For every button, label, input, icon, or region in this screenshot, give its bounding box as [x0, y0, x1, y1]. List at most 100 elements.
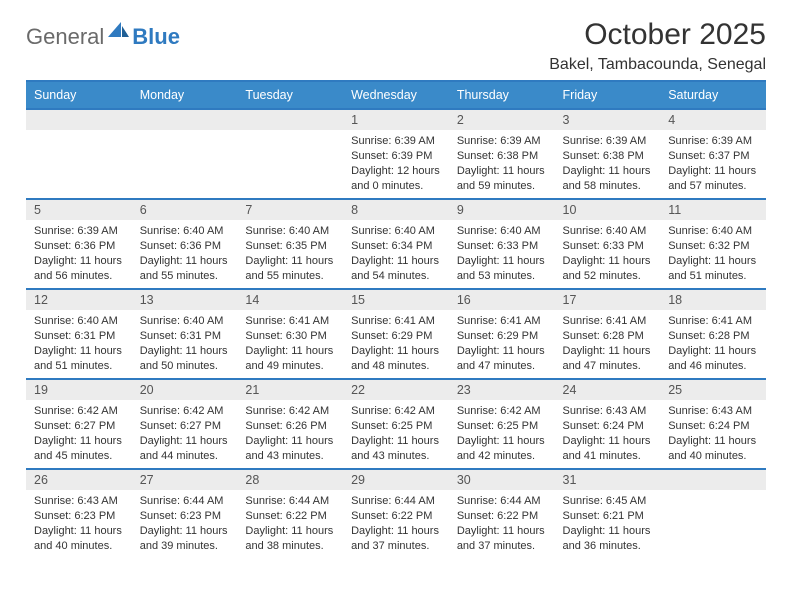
calendar-day-cell: 8Sunrise: 6:40 AMSunset: 6:34 PMDaylight…	[343, 199, 449, 289]
sunset-line: Sunset: 6:27 PM	[140, 419, 230, 434]
sunset-line: Sunset: 6:29 PM	[457, 329, 547, 344]
sunset-line: Sunset: 6:25 PM	[457, 419, 547, 434]
day-details: Sunrise: 6:40 AMSunset: 6:32 PMDaylight:…	[660, 220, 766, 287]
daylight-line: Daylight: 11 hours and 54 minutes.	[351, 254, 441, 284]
daylight-line: Daylight: 11 hours and 40 minutes.	[34, 524, 124, 554]
day-number: 14	[237, 290, 343, 310]
calendar-week-row: 12Sunrise: 6:40 AMSunset: 6:31 PMDayligh…	[26, 289, 766, 379]
sunrise-line: Sunrise: 6:44 AM	[245, 494, 335, 509]
calendar-day-cell: 23Sunrise: 6:42 AMSunset: 6:25 PMDayligh…	[449, 379, 555, 469]
daylight-line: Daylight: 11 hours and 51 minutes.	[34, 344, 124, 374]
calendar-day-cell: 15Sunrise: 6:41 AMSunset: 6:29 PMDayligh…	[343, 289, 449, 379]
day-number: 12	[26, 290, 132, 310]
day-header: Thursday	[449, 81, 555, 109]
daylight-line: Daylight: 11 hours and 37 minutes.	[457, 524, 547, 554]
day-number: 28	[237, 470, 343, 490]
calendar-day-cell	[237, 109, 343, 199]
sunrise-line: Sunrise: 6:40 AM	[563, 224, 653, 239]
sunrise-line: Sunrise: 6:41 AM	[563, 314, 653, 329]
sunset-line: Sunset: 6:21 PM	[563, 509, 653, 524]
day-number: 1	[343, 110, 449, 130]
day-details: Sunrise: 6:41 AMSunset: 6:30 PMDaylight:…	[237, 310, 343, 377]
day-details: Sunrise: 6:43 AMSunset: 6:24 PMDaylight:…	[555, 400, 661, 467]
day-number: 15	[343, 290, 449, 310]
sunset-line: Sunset: 6:24 PM	[563, 419, 653, 434]
day-number: 6	[132, 200, 238, 220]
sunrise-line: Sunrise: 6:41 AM	[245, 314, 335, 329]
day-header: Friday	[555, 81, 661, 109]
day-number: 10	[555, 200, 661, 220]
day-number: 26	[26, 470, 132, 490]
daylight-line: Daylight: 11 hours and 45 minutes.	[34, 434, 124, 464]
sunset-line: Sunset: 6:37 PM	[668, 149, 758, 164]
day-number: 13	[132, 290, 238, 310]
day-header: Wednesday	[343, 81, 449, 109]
location: Bakel, Tambacounda, Senegal	[549, 56, 766, 74]
calendar-day-cell: 21Sunrise: 6:42 AMSunset: 6:26 PMDayligh…	[237, 379, 343, 469]
day-number: 24	[555, 380, 661, 400]
day-number: 22	[343, 380, 449, 400]
day-details: Sunrise: 6:39 AMSunset: 6:38 PMDaylight:…	[555, 130, 661, 197]
logo-text-blue: Blue	[132, 24, 180, 50]
day-details: Sunrise: 6:42 AMSunset: 6:26 PMDaylight:…	[237, 400, 343, 467]
day-details: Sunrise: 6:42 AMSunset: 6:25 PMDaylight:…	[449, 400, 555, 467]
day-number: 3	[555, 110, 661, 130]
calendar-day-cell: 28Sunrise: 6:44 AMSunset: 6:22 PMDayligh…	[237, 469, 343, 559]
day-number: 17	[555, 290, 661, 310]
day-details: Sunrise: 6:39 AMSunset: 6:36 PMDaylight:…	[26, 220, 132, 287]
day-number-empty	[660, 470, 766, 490]
sunset-line: Sunset: 6:22 PM	[351, 509, 441, 524]
day-number: 20	[132, 380, 238, 400]
sunrise-line: Sunrise: 6:41 AM	[457, 314, 547, 329]
sunset-line: Sunset: 6:30 PM	[245, 329, 335, 344]
calendar-day-cell: 24Sunrise: 6:43 AMSunset: 6:24 PMDayligh…	[555, 379, 661, 469]
sunrise-line: Sunrise: 6:44 AM	[351, 494, 441, 509]
sunrise-line: Sunrise: 6:41 AM	[668, 314, 758, 329]
calendar-day-cell: 16Sunrise: 6:41 AMSunset: 6:29 PMDayligh…	[449, 289, 555, 379]
calendar-day-cell: 12Sunrise: 6:40 AMSunset: 6:31 PMDayligh…	[26, 289, 132, 379]
calendar-day-cell: 3Sunrise: 6:39 AMSunset: 6:38 PMDaylight…	[555, 109, 661, 199]
sunrise-line: Sunrise: 6:43 AM	[563, 404, 653, 419]
daylight-line: Daylight: 11 hours and 46 minutes.	[668, 344, 758, 374]
daylight-line: Daylight: 11 hours and 47 minutes.	[457, 344, 547, 374]
sunset-line: Sunset: 6:31 PM	[34, 329, 124, 344]
day-number: 18	[660, 290, 766, 310]
calendar-day-cell: 10Sunrise: 6:40 AMSunset: 6:33 PMDayligh…	[555, 199, 661, 289]
calendar-week-row: 26Sunrise: 6:43 AMSunset: 6:23 PMDayligh…	[26, 469, 766, 559]
day-details: Sunrise: 6:41 AMSunset: 6:29 PMDaylight:…	[343, 310, 449, 377]
calendar-day-cell: 19Sunrise: 6:42 AMSunset: 6:27 PMDayligh…	[26, 379, 132, 469]
sunrise-line: Sunrise: 6:39 AM	[457, 134, 547, 149]
calendar-day-cell: 1Sunrise: 6:39 AMSunset: 6:39 PMDaylight…	[343, 109, 449, 199]
daylight-line: Daylight: 11 hours and 58 minutes.	[563, 164, 653, 194]
sunset-line: Sunset: 6:25 PM	[351, 419, 441, 434]
sunrise-line: Sunrise: 6:39 AM	[563, 134, 653, 149]
daylight-line: Daylight: 11 hours and 43 minutes.	[351, 434, 441, 464]
daylight-line: Daylight: 11 hours and 39 minutes.	[140, 524, 230, 554]
title-block: October 2025 Bakel, Tambacounda, Senegal	[549, 18, 766, 74]
calendar-day-cell: 2Sunrise: 6:39 AMSunset: 6:38 PMDaylight…	[449, 109, 555, 199]
sunset-line: Sunset: 6:38 PM	[457, 149, 547, 164]
calendar-day-cell: 22Sunrise: 6:42 AMSunset: 6:25 PMDayligh…	[343, 379, 449, 469]
day-header: Sunday	[26, 81, 132, 109]
calendar-day-cell: 25Sunrise: 6:43 AMSunset: 6:24 PMDayligh…	[660, 379, 766, 469]
sunrise-line: Sunrise: 6:42 AM	[34, 404, 124, 419]
sunset-line: Sunset: 6:38 PM	[563, 149, 653, 164]
logo-sail-icon	[108, 20, 130, 43]
day-details: Sunrise: 6:44 AMSunset: 6:22 PMDaylight:…	[449, 490, 555, 557]
calendar-day-cell: 27Sunrise: 6:44 AMSunset: 6:23 PMDayligh…	[132, 469, 238, 559]
daylight-line: Daylight: 11 hours and 55 minutes.	[245, 254, 335, 284]
calendar-day-cell: 26Sunrise: 6:43 AMSunset: 6:23 PMDayligh…	[26, 469, 132, 559]
calendar-week-row: 5Sunrise: 6:39 AMSunset: 6:36 PMDaylight…	[26, 199, 766, 289]
calendar-header-row: SundayMondayTuesdayWednesdayThursdayFrid…	[26, 81, 766, 109]
daylight-line: Daylight: 11 hours and 52 minutes.	[563, 254, 653, 284]
day-details: Sunrise: 6:44 AMSunset: 6:22 PMDaylight:…	[237, 490, 343, 557]
day-header: Saturday	[660, 81, 766, 109]
calendar-day-cell: 7Sunrise: 6:40 AMSunset: 6:35 PMDaylight…	[237, 199, 343, 289]
sunrise-line: Sunrise: 6:40 AM	[140, 314, 230, 329]
calendar-table: SundayMondayTuesdayWednesdayThursdayFrid…	[26, 80, 766, 559]
calendar-day-cell	[660, 469, 766, 559]
calendar-day-cell: 13Sunrise: 6:40 AMSunset: 6:31 PMDayligh…	[132, 289, 238, 379]
sunrise-line: Sunrise: 6:43 AM	[34, 494, 124, 509]
day-number: 21	[237, 380, 343, 400]
calendar-day-cell: 30Sunrise: 6:44 AMSunset: 6:22 PMDayligh…	[449, 469, 555, 559]
